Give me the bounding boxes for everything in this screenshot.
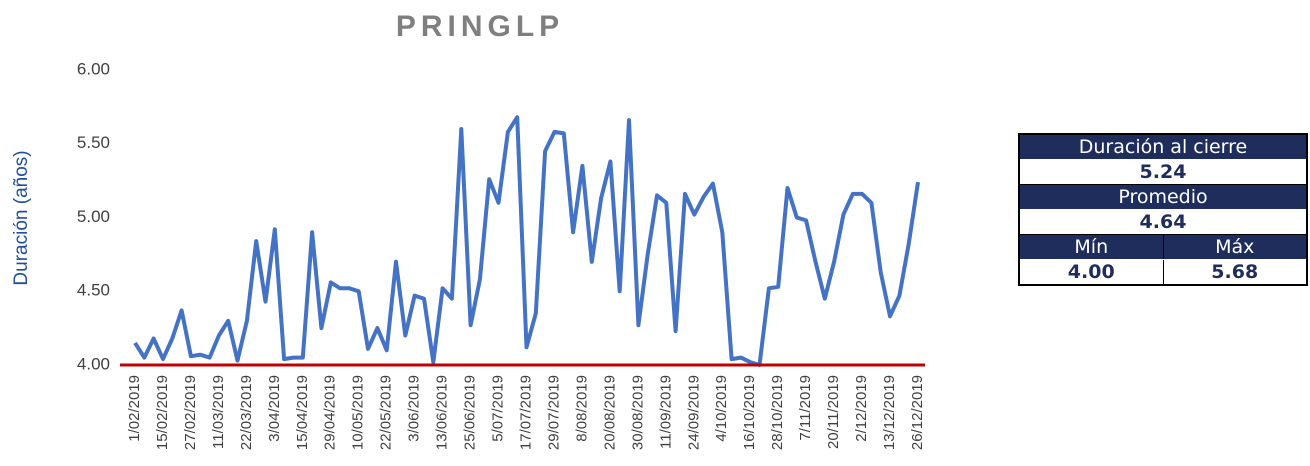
y-tick-label: 5.50 — [77, 133, 110, 152]
x-tick-label: 30/08/2019 — [629, 375, 646, 450]
x-tick-label: 27/02/2019 — [182, 375, 199, 450]
x-tick-label: 4/10/2019 — [713, 375, 730, 442]
cell: 4.64 — [1018, 209, 1308, 235]
x-tick-label: 25/06/2019 — [462, 375, 479, 450]
y-tick-label: 6.00 — [77, 59, 110, 78]
data-line — [133, 115, 920, 367]
x-tick-label: 20/08/2019 — [601, 375, 618, 450]
x-tick-label: 5/07/2019 — [490, 375, 507, 442]
stats-table: Duración al cierre 5.24 Promedio 4.64 Mí… — [1018, 133, 1308, 286]
cell: Máx — [1162, 234, 1308, 260]
x-tick-label: 3/04/2019 — [266, 375, 283, 442]
x-tick-label: 3/06/2019 — [406, 375, 423, 442]
x-tick-label: 29/04/2019 — [322, 375, 339, 450]
cell: Promedio — [1018, 184, 1308, 210]
x-tick-label: 26/12/2019 — [909, 375, 926, 450]
x-tick-label: 29/07/2019 — [545, 375, 562, 450]
cell: 5.24 — [1018, 159, 1308, 185]
chart: PRINGLP Duración (años) 4.00 4.50 5.00 5.50… — [11, 10, 926, 450]
cell: 4.00 — [1018, 259, 1164, 286]
x-tick-label: 16/10/2019 — [741, 375, 758, 450]
x-tick-label: 2/12/2019 — [853, 375, 870, 442]
x-tick-label: 15/04/2019 — [294, 375, 311, 450]
x-tick-label: 15/02/2019 — [154, 375, 171, 450]
x-tick-label: 28/10/2019 — [769, 375, 786, 450]
x-tick-label: 22/03/2019 — [238, 375, 255, 450]
x-tick-label: 7/11/2019 — [797, 375, 814, 441]
x-tick-label: 13/06/2019 — [434, 375, 451, 450]
x-tick-label: 17/07/2019 — [517, 375, 534, 450]
y-tick-label: 4.00 — [77, 354, 110, 373]
cell: Mín — [1018, 234, 1164, 260]
y-axis-label: Duración (años) — [11, 150, 32, 285]
x-tick-label: 8/08/2019 — [573, 375, 590, 442]
chart-title: PRINGLP — [396, 10, 564, 43]
x-tick-label: 11/03/2019 — [210, 375, 227, 449]
cell: 5.68 — [1162, 259, 1308, 286]
x-tick-label: 13/12/2019 — [881, 375, 898, 450]
y-tick-label: 5.00 — [77, 207, 110, 226]
cell: Duración al cierre — [1018, 133, 1308, 160]
x-tick-label: 1/02/2019 — [126, 375, 143, 442]
x-tick-label: 11/09/2019 — [657, 375, 674, 449]
x-tick-label: 20/11/2019 — [825, 375, 842, 449]
x-tick-label: 10/05/2019 — [350, 375, 367, 450]
x-tick-label: 24/09/2019 — [685, 375, 702, 450]
y-tick-label: 4.50 — [77, 281, 110, 300]
x-tick-label: 22/05/2019 — [378, 375, 395, 450]
